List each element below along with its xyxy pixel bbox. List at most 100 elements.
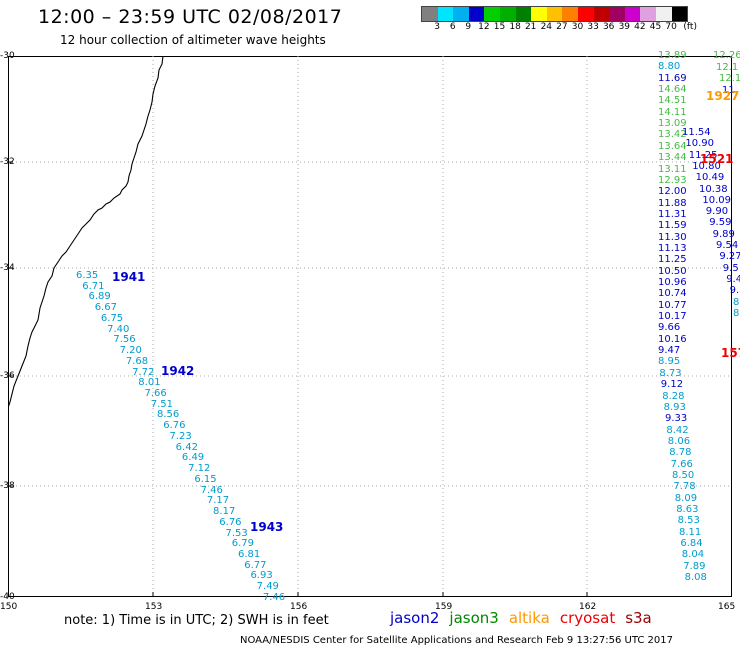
track-point-label: 6.93 (250, 570, 273, 582)
track-point-label: 11.31 (658, 208, 687, 220)
track-point-label: 6.84 (680, 538, 703, 550)
scale-swatch (484, 7, 500, 21)
latitude-label: -40 (0, 592, 15, 602)
track-point-label: 13.89 (658, 50, 687, 61)
track-point-label: 6.81 (237, 548, 261, 560)
track-point-label: 7.56 (113, 334, 136, 346)
track-point-label: 7.12 (188, 463, 211, 475)
scale-swatch (655, 7, 672, 21)
coastline (8, 56, 164, 409)
credit-line: NOAA/NESDIS Center for Satellite Applica… (240, 635, 673, 646)
track-point-label: 8.80 (658, 61, 681, 73)
track-point-label: 7.72 (132, 366, 155, 378)
track-point-label: 9.89 (712, 228, 735, 240)
track-point-label: 7.46 (262, 591, 286, 603)
scale-swatch (515, 7, 532, 21)
legend-item-jason3: jason3 (449, 609, 499, 627)
pass-id-label: 1941 (112, 270, 146, 284)
track-point-label: 10.77 (658, 299, 687, 311)
latitude-label: -36 (0, 371, 15, 381)
track-point-label: 9. (729, 285, 740, 297)
track-point-label: 10.49 (695, 172, 725, 184)
latitude-label: -38 (0, 481, 15, 491)
track-point-label: 12.1 (719, 73, 740, 84)
pass-id-label: 1943 (250, 520, 284, 534)
track-point-label: 7.53 (225, 527, 248, 539)
scale-swatch (437, 7, 454, 21)
scale-unit-label: (ft) (683, 22, 697, 32)
track-point-label: 8.08 (684, 572, 707, 584)
scale-tick-label: 27 (556, 22, 568, 32)
track-point-label: 9.47 (658, 345, 681, 357)
track-point-label: 9.59 (709, 217, 732, 229)
latitude-label: -30 (0, 51, 15, 61)
track-point-label: 6.71 (82, 280, 105, 292)
legend-item-cryosat: cryosat (559, 609, 616, 627)
track-point-label: 9.90 (705, 206, 729, 218)
scale-swatch (562, 7, 578, 21)
scale-swatch (531, 7, 547, 21)
track-point-label: 10.16 (658, 333, 687, 345)
scale-swatch (640, 7, 656, 21)
scale-swatch (577, 7, 594, 21)
track-point-label: 6.15 (194, 473, 217, 485)
track-point-label: 7.20 (119, 345, 142, 357)
longitude-label: 156 (290, 602, 308, 612)
track-point-label: 8.17 (213, 506, 236, 518)
track-point-label: 6.89 (88, 291, 111, 303)
track-point-label: 8.42 (666, 424, 689, 436)
track-point-label: 8.09 (674, 492, 698, 504)
track-point-label: 8.56 (156, 409, 180, 421)
map-canvas (8, 56, 732, 597)
track-point-label: 11 (722, 84, 735, 96)
track-point-label: 9.4 (726, 273, 740, 285)
longitude-label: 162 (579, 602, 597, 612)
track-point-label: 8.28 (662, 390, 685, 402)
pass-id-label: 1927 (706, 89, 740, 103)
track-point-label: 6.67 (94, 302, 117, 314)
track-point-label: 14.11 (658, 106, 687, 118)
track-point-label: 8.63 (676, 504, 699, 515)
scale-tick-label: 45 (649, 22, 662, 32)
track-point-label: 7.66 (144, 388, 167, 400)
track-point-label: 13.44 (658, 152, 687, 164)
track-point-label: 13.64 (658, 140, 687, 152)
longitude-label: 150 (0, 602, 18, 612)
track-point-label: 7.68 (125, 355, 149, 367)
satellite-legend: jason2 jason3 altika cryosat s3a (390, 609, 662, 627)
footer-note: note: 1) Time is in UTC; 2) SWH is in fe… (64, 613, 329, 628)
track-point-label: 13.42 (658, 129, 687, 141)
track-point-label: 7.17 (206, 495, 230, 507)
pass-id-label: 157 (721, 346, 740, 360)
track-point-label: 12.26 (713, 50, 740, 61)
map-border (8, 56, 732, 597)
track-point-label: 6.35 (76, 270, 99, 281)
track-point-label: 11.88 (658, 197, 687, 209)
scale-tick-label: 33 (587, 22, 599, 32)
track-point-label: 7.51 (150, 398, 174, 410)
pass-id-label: 1942 (161, 364, 195, 378)
track-point-label: 8.04 (681, 549, 705, 561)
track-point-label: 10.38 (699, 183, 728, 195)
track-point-label: 10.96 (658, 277, 687, 288)
scale-swatch (468, 7, 485, 21)
scale-tick-label: 36 (602, 22, 615, 32)
track-point-label: 8.95 (658, 356, 681, 368)
track-point-label: 9.12 (660, 379, 684, 391)
longitude-label: 159 (435, 602, 453, 612)
scale-swatch (671, 7, 688, 21)
track-point-label: 6.42 (175, 441, 198, 453)
track-point-label: 10.90 (685, 138, 715, 150)
map-grid (8, 56, 732, 597)
map-area (8, 56, 732, 597)
scale-tick-label: 12 (478, 22, 490, 32)
track-point-label: 6.79 (231, 538, 255, 550)
scale-tick-label: 15 (493, 22, 506, 32)
legend-item-altika: altika (508, 609, 550, 627)
track-point-label: 9.33 (665, 413, 688, 425)
track-point-label: 8.06 (667, 435, 691, 447)
latitude-label: -32 (0, 157, 15, 167)
scale-swatch (499, 7, 516, 21)
track-point-label: 12.93 (658, 174, 687, 186)
track-point-label: 8.93 (663, 401, 686, 413)
